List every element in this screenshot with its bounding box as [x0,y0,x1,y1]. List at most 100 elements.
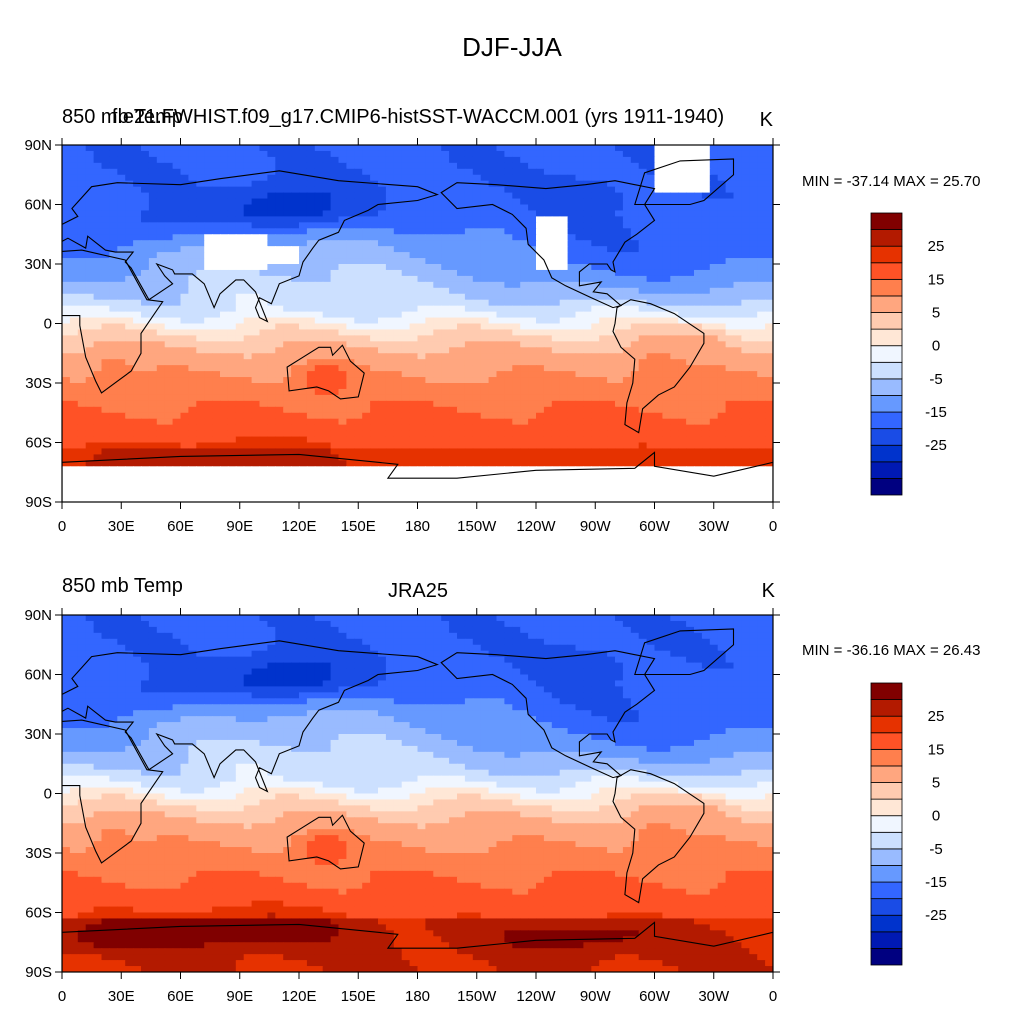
contour-cell [314,424,324,432]
contour-cell [362,418,371,426]
contour-cell [480,388,490,396]
contour-cell [196,424,205,432]
contour-cell [496,371,505,378]
contour-cell [62,400,71,408]
contour-cell [180,210,189,217]
contour-cell [496,442,505,450]
contour-cell [306,210,316,217]
contour-cell [709,210,719,217]
contour-cell [409,406,419,414]
contour-cell [480,323,490,331]
contour-cell [346,353,355,360]
contour-cell [109,406,118,414]
contour-cell [172,442,182,450]
contour-cell [567,305,577,313]
contour-cell [615,400,624,408]
contour-cell [709,347,719,354]
contour-cell [488,162,498,170]
contour-cell [409,466,419,473]
contour-cell [306,406,316,414]
contour-cell [757,317,766,325]
contour-cell [259,305,268,313]
contour-cell [559,377,569,384]
contour-cell [512,418,521,426]
contour-cell [583,174,592,182]
contour-cell [480,186,490,194]
contour-cell [575,317,584,325]
contour-cell [670,377,679,384]
contour-cell [409,323,419,331]
contour-cell [330,252,340,259]
contour-cell [717,412,727,420]
contour-cell [101,168,110,176]
contour-cell [227,383,237,390]
contour-cell [385,377,395,384]
contour-cell [567,406,577,414]
contour-cell [615,311,624,319]
contour-cell [528,371,537,378]
contour-cell [69,198,79,206]
contour-cell [322,293,332,301]
contour-cell [694,240,703,247]
contour-cell [385,317,395,325]
contour-cell [417,466,426,473]
contour-cell [757,174,766,182]
contour-cell [314,293,324,301]
contour-cell [686,329,695,336]
contour-cell [520,192,529,200]
contour-cell [306,311,316,319]
contour-cell [77,293,87,301]
contour-cell [283,448,292,455]
contour-cell [488,466,498,473]
contour-cell [543,234,553,241]
contour-cell [204,156,213,164]
contour-cell [749,448,758,455]
contour-cell [267,353,276,360]
contour-cell [536,269,545,277]
contour-cell [425,275,434,283]
contour-cell [599,353,608,360]
contour-cell [322,156,332,164]
contour-cell [733,460,742,467]
contour-cell [480,240,490,247]
contour-cell [251,145,261,152]
contour-cell [662,305,671,313]
contour-cell [757,311,766,319]
contour-cell [314,460,324,467]
contour-cell [235,412,245,420]
contour-cell [306,293,316,301]
contour-cell [385,436,395,444]
contour-cell [741,436,750,444]
contour-cell [267,222,276,229]
contour-cell [196,180,205,188]
contour-cell [709,186,719,194]
contour-cell [441,388,450,396]
contour-cell [591,442,600,450]
contour-cell [678,234,687,241]
contour-cell [409,246,419,253]
contour-cell [686,371,695,378]
contour-cell [314,311,324,319]
contour-cell [370,228,379,235]
contour-cell [630,240,640,247]
contour-cell [662,275,671,283]
contour-cell [220,293,229,301]
contour-cell [480,275,490,283]
contour-cell [156,460,166,467]
contour-cell [630,198,640,206]
contour-cell [370,377,379,384]
contour-cell [370,281,379,289]
contour-cell [354,388,363,396]
contour-cell [322,264,332,271]
contour-cell [551,240,561,247]
contour-cell [709,240,719,247]
contour-cell [607,424,616,432]
contour-cell [630,383,640,390]
contour-cell [243,311,253,319]
contour-cell [101,323,110,331]
contour-cell [172,454,182,461]
contour-cell [678,246,687,253]
contour-cell [101,406,110,414]
contour-cell [133,281,142,289]
contour-cell [607,222,616,229]
